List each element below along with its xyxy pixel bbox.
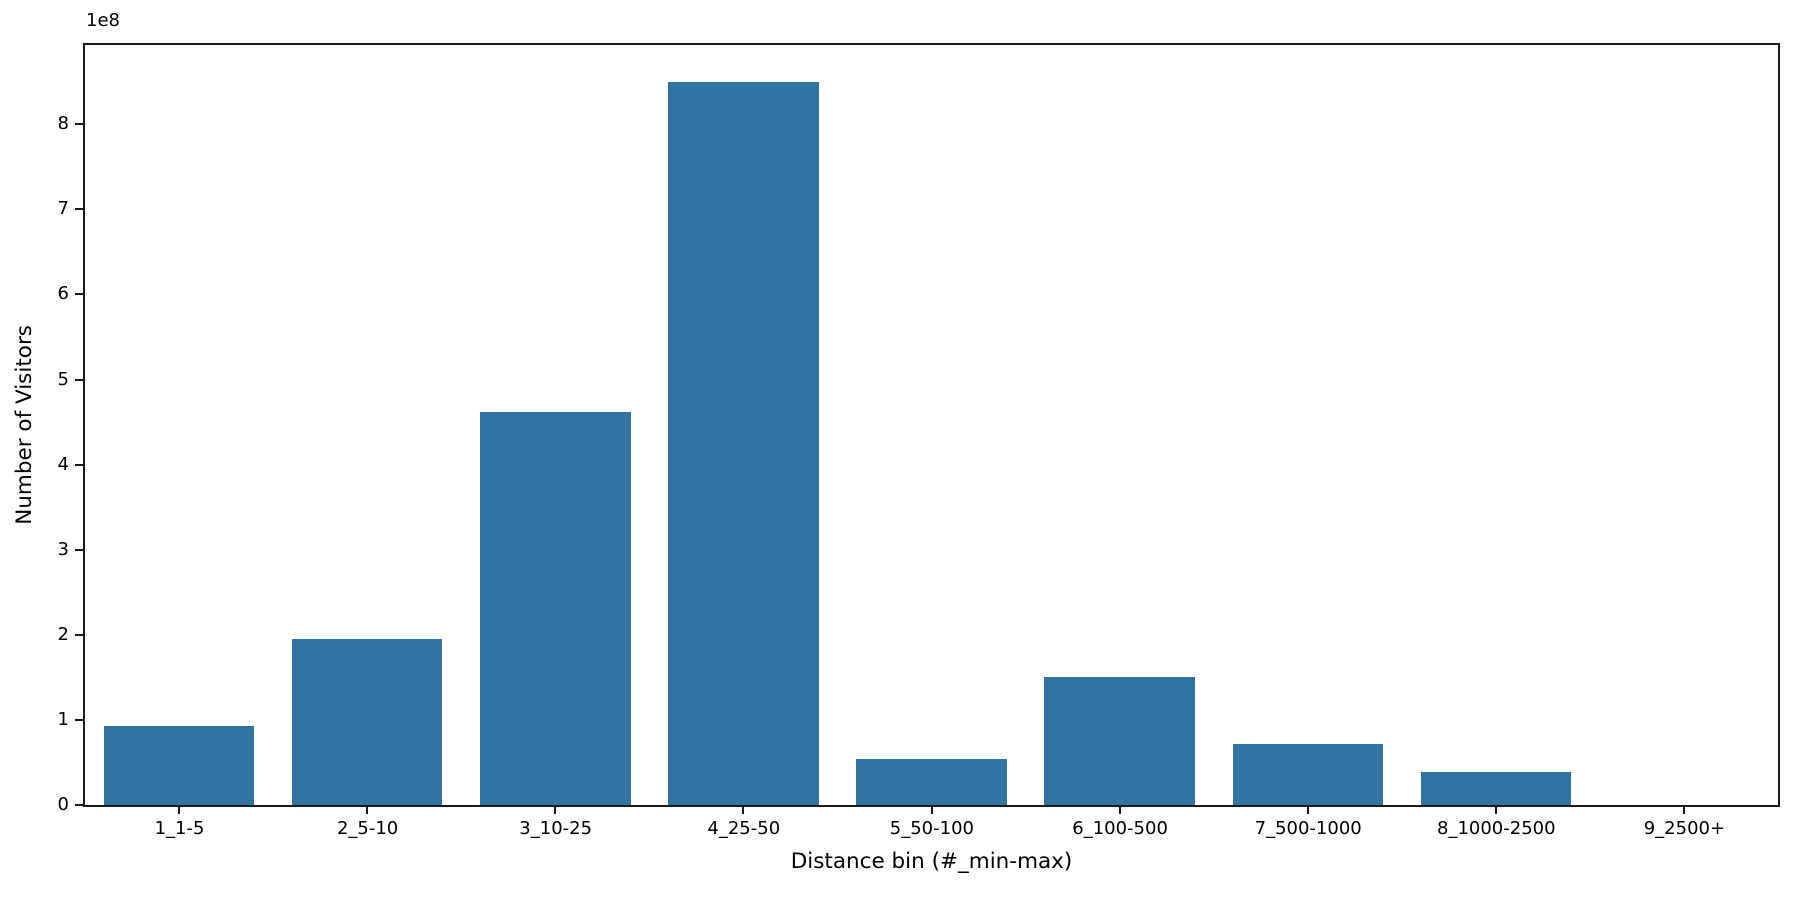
x-axis-title: Distance bin (#_min-max) [790,849,1073,874]
x-tick-mark [178,806,181,814]
y-axis-title-wrap: Number of Visitors [6,44,42,805]
x-tick-label-5_50-100: 5_50-100 [889,818,974,839]
y-tick-label-1: 1 [57,708,69,730]
x-tick-label-1_1-5: 1_1-5 [154,818,205,839]
y-tick-mark [75,718,83,721]
y-tick-mark [75,378,83,381]
plot-area [83,43,1780,807]
x-tick-label-8_1000-2500: 8_1000-2500 [1437,818,1556,839]
y-tick-label-7: 7 [57,198,69,220]
y-tick-mark [75,804,83,806]
bars-group [85,45,1778,805]
x-tick-label-7_500-1000: 7_500-1000 [1254,818,1362,839]
bar-5_50-100 [856,759,1007,805]
y-tick-label-5: 5 [57,368,69,390]
bar-6_100-500 [1044,677,1195,805]
y-tick-label-3: 3 [57,538,69,560]
y-tick-label-4: 4 [57,453,69,475]
y-tick-label-2: 2 [57,623,69,645]
y-tick-label-6: 6 [57,283,69,305]
x-tick-mark [366,806,369,814]
y-tick-mark [75,463,83,466]
x-tick-mark [742,806,745,814]
y-tick-mark [75,293,83,296]
x-tick-mark [930,806,933,814]
y-axis-offset-label: 1e8 [86,10,120,31]
x-tick-mark [1118,806,1121,814]
y-axis-title: Number of Visitors [11,324,37,525]
x-tick-label-4_25-50: 4_25-50 [707,818,781,839]
y-tick-mark [75,548,83,551]
x-tick-label-2_5-10: 2_5-10 [336,818,399,839]
y-tick-label-0: 0 [57,794,69,815]
y-tick-mark [75,633,83,636]
bar-7_500-1000 [1232,744,1383,805]
x-tick-mark [1306,806,1309,814]
x-tick-mark [1494,806,1497,814]
x-tick-label-9_2500+: 9_2500+ [1643,818,1726,839]
x-tick-label-6_100-500: 6_100-500 [1072,818,1168,839]
bar-8_1000-2500 [1420,772,1572,805]
x-tick-mark [554,806,557,814]
bar-2_5-10 [291,639,443,805]
bar-4_25-50 [668,82,819,805]
bar-3_10-25 [480,412,631,805]
y-tick-label-8: 8 [57,113,69,135]
y-tick-mark [75,123,83,126]
bar-1_1-5 [103,726,255,805]
x-tick-mark [1682,806,1685,814]
x-tick-label-3_10-25: 3_10-25 [519,818,593,839]
y-tick-mark [75,208,83,211]
